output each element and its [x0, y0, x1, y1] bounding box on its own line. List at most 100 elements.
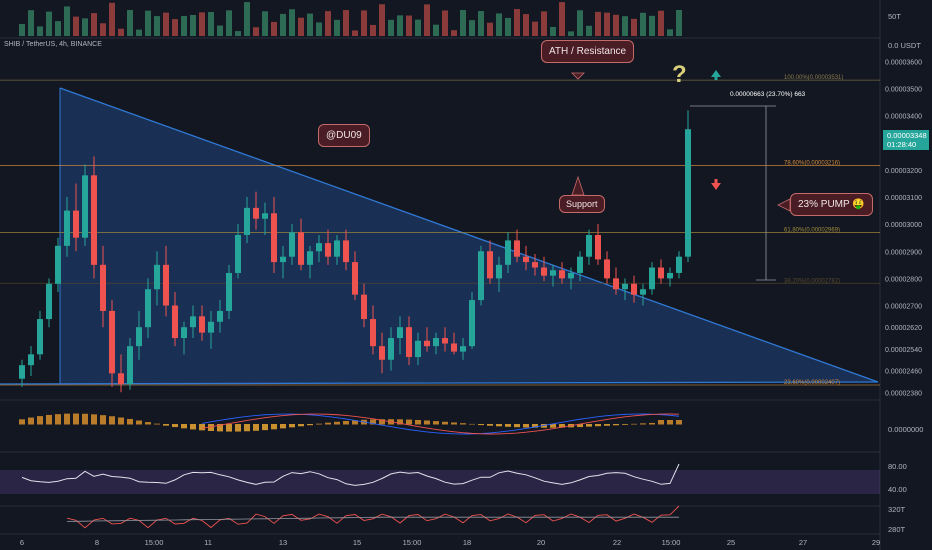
candle-body — [280, 256, 286, 263]
volume-bar — [235, 31, 241, 36]
candle-body — [415, 340, 421, 358]
macd-histogram-bar — [136, 420, 142, 425]
macd-histogram-bar — [334, 421, 340, 425]
volume-bar — [343, 10, 349, 36]
oscillator-axis-label: 320T — [888, 505, 906, 514]
candle-body — [28, 354, 34, 366]
price-tick-label: 0.00002380 — [885, 390, 922, 397]
candle-body — [172, 305, 178, 339]
macd-histogram-bar — [37, 416, 43, 425]
volume-bar — [631, 18, 637, 36]
candle-body — [271, 213, 277, 263]
time-tick-label: 15:00 — [403, 538, 422, 547]
volume-bar — [100, 23, 106, 36]
candle-body — [316, 243, 322, 252]
top-volume-bars — [19, 2, 682, 37]
candle-body — [100, 264, 106, 311]
candle-body — [532, 262, 538, 268]
volume-bar — [136, 29, 142, 36]
macd-histogram-bar — [262, 424, 268, 431]
macd-histogram-bar — [19, 419, 25, 425]
volume-bar — [640, 12, 646, 37]
macd-histogram-bar — [46, 414, 52, 425]
macd-histogram-bar — [127, 418, 133, 425]
volume-bar — [469, 20, 475, 36]
volume-bar — [415, 19, 421, 36]
candle-body — [208, 321, 214, 333]
candle-body — [199, 316, 205, 333]
question-mark: ? — [672, 61, 687, 88]
volume-bar — [271, 21, 277, 36]
time-tick-label: 22 — [613, 538, 621, 547]
measure-label: 0.00000663 (23.70%) 663 — [730, 91, 806, 98]
macd-histogram-bar — [622, 424, 628, 425]
candle-body — [541, 267, 547, 276]
candle-body — [361, 294, 367, 320]
price-tick-label: 0.00002460 — [885, 369, 922, 376]
candle-body — [19, 365, 25, 379]
macd-histogram-bar — [667, 420, 673, 425]
macd-histogram-bar — [487, 424, 493, 426]
macd-axis-label: 0.0000000 — [888, 425, 923, 434]
volume-axis-label: 50T — [888, 12, 901, 21]
candle-body — [253, 207, 259, 219]
down-arrow-icon-stem — [714, 179, 718, 183]
oscillator-axis-label-2: 280T — [888, 525, 906, 534]
rsi-low-label: 40.00 — [888, 485, 907, 494]
macd-histogram-bar — [658, 420, 664, 425]
candle-body — [568, 272, 574, 279]
macd-histogram-bar — [163, 424, 169, 426]
volume-bar — [91, 13, 97, 36]
symbol-title[interactable]: SHIB / TetherUS, 4h, BINANCE — [4, 41, 102, 48]
time-tick-label: 29 — [872, 538, 880, 547]
up-arrow-icon-stem — [714, 76, 718, 80]
volume-bar — [397, 15, 403, 36]
candle-body — [550, 270, 556, 276]
candle-body — [307, 251, 313, 265]
candle-body — [685, 129, 691, 257]
rsi-band — [0, 470, 880, 494]
macd-histogram-bar — [379, 419, 385, 425]
macd-histogram-bar — [172, 424, 178, 428]
candle-body — [559, 270, 565, 279]
volume-bar — [595, 11, 601, 36]
macd-histogram-bar — [109, 416, 115, 425]
volume-bar — [46, 11, 52, 37]
candle-body — [379, 346, 385, 360]
volume-bar — [55, 21, 61, 36]
time-tick-label: 11 — [204, 538, 212, 547]
volume-bar — [541, 11, 547, 37]
volume-bar — [118, 28, 124, 36]
volume-bar — [478, 11, 484, 36]
candle-body — [82, 175, 88, 238]
volume-bar — [388, 19, 394, 36]
candle-body — [631, 283, 637, 295]
candle-body — [181, 327, 187, 339]
candle-body — [586, 234, 592, 257]
macd-histogram-bar — [424, 420, 430, 425]
macd-histogram-bar — [307, 424, 313, 426]
volume-bar — [523, 14, 529, 36]
volume-bar — [280, 13, 286, 36]
macd-histogram-bar — [460, 423, 466, 425]
volume-bar — [361, 10, 367, 36]
time-tick-label: 27 — [799, 538, 807, 547]
macd-histogram-bar — [217, 424, 223, 432]
candle-body — [676, 256, 682, 273]
up-arrow-icon — [711, 70, 721, 77]
macd-histogram-bar — [28, 417, 34, 425]
macd-histogram-bar — [451, 422, 457, 425]
candle-body — [487, 251, 493, 279]
volume-bar — [613, 14, 619, 36]
macd-histogram-bar — [82, 413, 88, 425]
price-tick-label: 0.00003500 — [885, 87, 922, 94]
volume-bar — [37, 26, 43, 36]
macd-histogram-bar — [505, 424, 511, 427]
candle-body — [244, 207, 250, 235]
volume-bar — [226, 10, 232, 36]
candle-body — [163, 264, 169, 306]
candle-body — [64, 210, 70, 246]
watermark-callout: @DU09 — [318, 124, 370, 147]
macd-histogram-bar — [73, 413, 79, 425]
